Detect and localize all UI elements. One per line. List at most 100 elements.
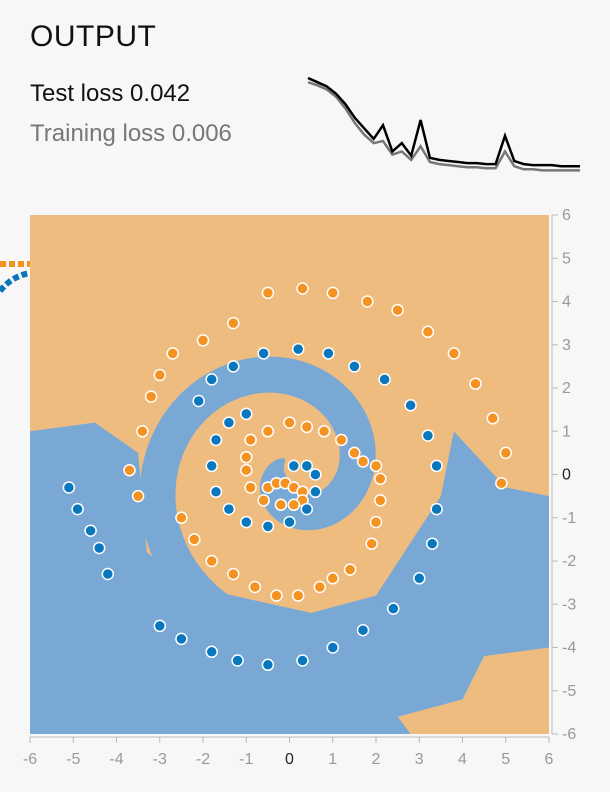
blue-data-point — [175, 632, 188, 646]
blue-data-point — [291, 342, 305, 356]
y-axis-tick-label: -3 — [562, 596, 576, 613]
blue-data-point — [84, 524, 97, 537]
test-loss-value: 0.042 — [130, 80, 191, 107]
orange-data-point — [248, 580, 262, 594]
blue-data-point — [71, 502, 84, 516]
y-axis: 6 5 4 3 2 1 0 -1 -2 -3 -4 -5 -6 — [551, 207, 576, 743]
orange-data-point — [469, 377, 482, 390]
orange-data-point — [270, 589, 283, 602]
blue-data-point — [348, 360, 361, 373]
x-axis-tick-label: -4 — [109, 751, 123, 768]
test-loss-label: Test loss — [30, 80, 124, 107]
orange-data-point — [313, 580, 327, 594]
x-axis-tick-label: 6 — [545, 751, 554, 768]
blue-data-point — [153, 619, 167, 633]
orange-data-point — [188, 533, 201, 546]
y-axis-tick-label: 0 — [562, 467, 571, 484]
y-axis-tick-label: -1 — [562, 510, 576, 527]
y-axis-tick-label: 6 — [562, 207, 571, 224]
orange-data-point — [123, 463, 136, 477]
orange-data-point — [326, 572, 340, 585]
blue-data-point — [92, 541, 106, 555]
blue-data-point — [309, 485, 322, 499]
orange-region-corner — [410, 690, 549, 734]
blue-data-point — [356, 623, 370, 637]
blue-data-point — [300, 459, 314, 473]
x-axis-tick-label: -1 — [239, 751, 253, 768]
orange-data-point — [283, 416, 296, 429]
orange-data-point — [227, 567, 240, 581]
y-axis-tick-label: -5 — [562, 683, 576, 700]
blue-data-point — [425, 537, 439, 550]
test-loss-readout: Test loss 0.042 — [30, 80, 190, 108]
blue-data-point — [209, 433, 223, 447]
decision-regions — [30, 215, 549, 734]
blue-data-point — [205, 373, 218, 386]
orange-data-point — [205, 554, 218, 568]
x-axis-tick-label: -2 — [196, 751, 210, 768]
blue-data-point — [404, 399, 417, 412]
orange-data-point — [317, 425, 331, 438]
orange-data-point — [261, 425, 275, 438]
x-axis-tick-label: 3 — [415, 751, 424, 768]
y-axis-tick-label: 3 — [562, 337, 571, 354]
blue-data-point — [205, 645, 218, 659]
orange-data-point — [335, 433, 348, 447]
orange-data-point — [240, 463, 253, 477]
blue-data-point — [231, 654, 244, 667]
orange-data-point — [486, 412, 500, 425]
orange-data-point — [499, 446, 513, 460]
training-loss-value: 0.006 — [171, 120, 232, 147]
y-axis-tick-label: 1 — [562, 423, 571, 440]
orange-data-point — [374, 472, 387, 486]
blue-link-dash — [0, 270, 31, 293]
training-loss-readout: Training loss 0.006 — [30, 120, 232, 148]
blue-data-point — [413, 572, 426, 585]
x-axis-tick-label: -6 — [23, 751, 37, 768]
orange-data-point — [136, 425, 149, 438]
blue-data-point — [261, 658, 275, 672]
orange-data-point — [291, 589, 305, 602]
x-axis-tick-label: -3 — [153, 751, 167, 768]
orange-data-point — [356, 455, 370, 468]
x-axis-tick-label: 2 — [372, 751, 381, 768]
blue-data-point — [257, 347, 270, 360]
blue-data-point — [296, 654, 309, 667]
x-axis-tick-label: -5 — [66, 751, 80, 768]
orange-data-point — [244, 481, 257, 494]
blue-data-point — [205, 459, 218, 473]
loss-chart — [307, 76, 580, 172]
blue-data-point — [101, 567, 115, 581]
orange-data-point — [131, 489, 145, 503]
orange-data-point — [227, 316, 240, 330]
orange-data-point — [326, 286, 340, 300]
orange-data-point — [300, 420, 314, 434]
training-loss-line — [307, 81, 580, 172]
blue-data-point — [322, 347, 335, 360]
blue-data-point — [309, 468, 322, 481]
blue-data-point — [287, 459, 301, 473]
orange-data-point — [421, 325, 435, 339]
orange-data-point — [361, 295, 374, 308]
orange-data-point — [144, 390, 158, 403]
blue-data-point — [222, 502, 236, 516]
blue-region-lower — [30, 422, 549, 734]
orange-data-point — [166, 347, 179, 360]
blue-data-point — [209, 485, 223, 499]
orange-data-point — [369, 459, 383, 473]
orange-data-point — [343, 563, 357, 576]
orange-data-point — [348, 446, 361, 460]
blue-data-point — [227, 360, 240, 373]
y-axis-tick-label: -6 — [562, 726, 576, 743]
training-loss-label: Training loss — [30, 120, 166, 147]
y-axis-tick-label: 4 — [562, 294, 571, 311]
blue-data-point — [387, 602, 400, 615]
orange-data-point — [374, 494, 387, 507]
blue-data-point — [300, 502, 314, 516]
y-axis-tick-label: 5 — [562, 250, 571, 267]
y-axis-tick-label: 2 — [562, 380, 571, 397]
y-axis-tick-label: -2 — [562, 553, 576, 570]
blue-data-point — [192, 394, 205, 408]
blue-data-point — [378, 373, 391, 386]
